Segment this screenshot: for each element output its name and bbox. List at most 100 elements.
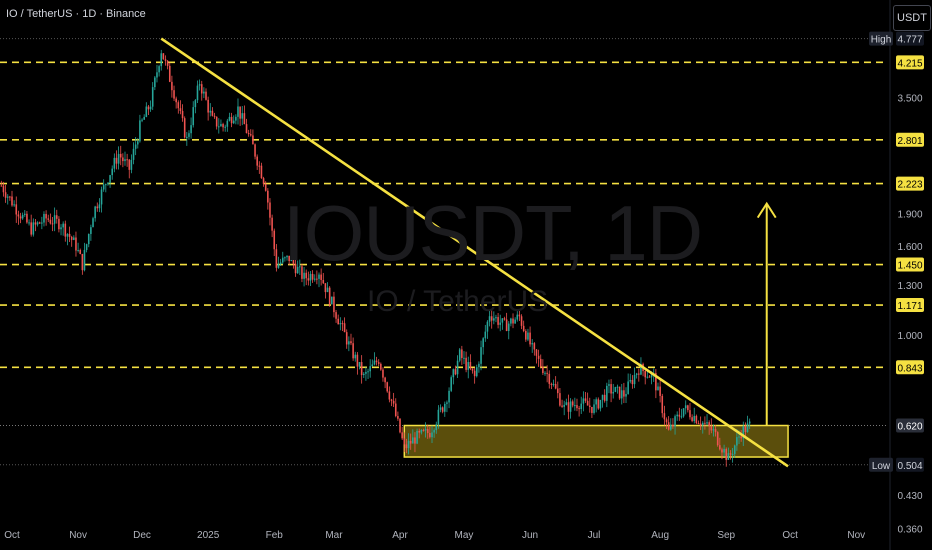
candle-down [171,81,173,91]
candle-up [608,384,610,386]
candle-down [384,377,386,383]
candle-up [299,266,301,268]
candle-down [115,157,118,164]
candle-down [556,388,559,394]
candle-up [488,316,491,322]
candle-down [667,422,670,430]
candle-down [588,405,591,407]
candle-up [158,66,160,73]
candle-down [586,400,589,406]
candle-up [188,133,190,137]
candle-down [648,376,651,378]
candle-up [83,249,86,271]
candle-down [328,287,331,305]
candle-down [58,218,60,230]
candle-down [661,395,664,414]
candle-up [367,371,369,373]
candle-up [220,124,222,127]
candle-down [429,433,431,438]
candle-up [606,385,608,401]
level-label-bg [896,132,924,147]
candle-up [620,390,623,399]
candle-up [633,374,636,385]
candle-down [454,369,457,375]
candle-down [584,398,587,401]
candle-up [565,402,568,405]
candle-down [714,429,717,433]
time-tick-label: Jun [522,530,538,541]
candle-up [66,233,69,237]
candle-down [352,343,354,359]
time-tick-label: Apr [392,530,408,541]
candle-up [203,91,205,94]
candle-down [725,448,728,460]
candle-up [281,257,284,263]
candle-down [559,393,561,406]
candle-up [514,319,516,324]
candle-up [186,136,188,138]
candle-up [309,273,312,281]
candle-down [271,217,273,231]
candle-down [207,99,209,113]
time-axis[interactable]: Oct Nov Dec 2025 Feb Mar Apr May Jun Jul Aug Sep Oct… [4,530,865,541]
chart-title: IO / TetherUS · 1D · Binance [6,8,146,20]
candle-down [335,312,337,319]
candle-down [322,279,325,284]
candle-down [578,408,580,410]
candle-down [213,115,216,117]
candle-up [358,362,361,367]
candle-down [710,426,713,431]
candle-up [569,401,572,412]
trendline-layer [160,37,789,468]
level-label: 2.223 [897,180,922,191]
candle-up [286,255,288,258]
candle-up [371,364,374,367]
target-arrow-head [756,201,777,219]
candle-down [350,341,352,344]
candle-up [674,416,676,427]
candle-down [375,360,378,363]
level-lines [0,0,891,550]
candle-down [418,430,421,433]
candle-up [23,213,26,215]
candle-down [341,323,344,325]
candle-up [629,379,632,382]
candle-down [382,369,384,378]
price-axis[interactable]: 3.500 1.900 1.600 1.300 1.000 0.430 0.360 4.215… [869,31,924,536]
candle-up [580,403,583,410]
candle-down [548,373,551,384]
candle-up [682,408,685,417]
price-tick-label: 3.500 [897,94,922,105]
candle-down [414,437,416,444]
candle-up [365,371,367,374]
candle-up [416,430,418,444]
candle-down [269,202,271,218]
candle-down [591,406,593,413]
time-tick-label: Mar [325,530,343,541]
candle-up [478,363,480,368]
currency-button[interactable]: USDT [893,5,931,31]
candle-up [748,421,751,424]
candle-up [680,416,683,418]
candle-down [68,233,71,237]
high-tag-bg [869,31,893,46]
candle-up [190,125,192,134]
candle-down [533,343,536,350]
candle-up [706,422,708,424]
candle-up [143,116,145,120]
candle-up [198,84,201,86]
candle-down [704,422,706,424]
candle-up [727,453,730,460]
candle-up [237,106,239,117]
price-tick-label: 0.360 [897,525,922,536]
candle-down [179,108,182,111]
candle-up [599,399,602,409]
candle-down [26,213,28,223]
candle-up [742,426,745,439]
candle-down [490,316,493,321]
candle-up [362,373,365,376]
candle-down [687,405,689,411]
candle-down [19,216,22,219]
candle-up [625,393,627,397]
